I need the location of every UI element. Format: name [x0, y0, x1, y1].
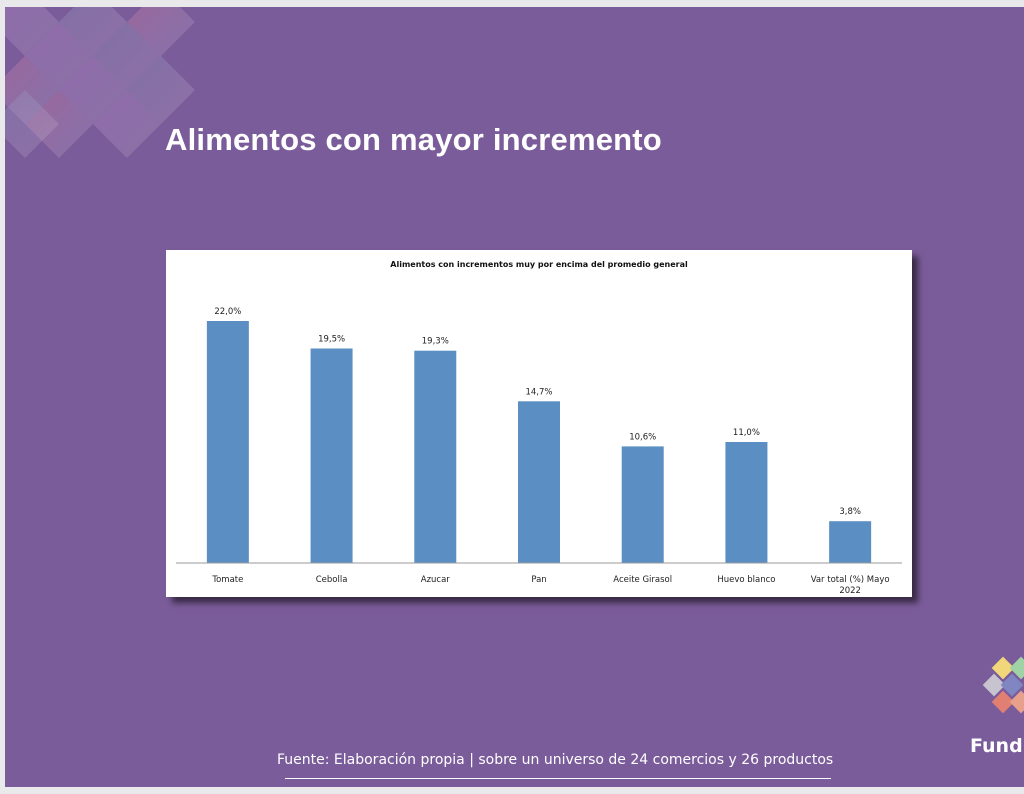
data-label: 10,6%	[629, 432, 656, 442]
source-footer: Fuente: Elaboración propia | sobre un un…	[277, 752, 834, 768]
x-tick-label: Tomate	[211, 575, 243, 585]
bar	[725, 442, 768, 563]
footer-divider	[285, 778, 831, 779]
data-label: 3,8%	[839, 507, 861, 517]
bar	[414, 350, 457, 563]
bar	[518, 401, 560, 563]
bar	[829, 521, 872, 563]
x-tick-label: Pan	[531, 575, 546, 585]
chart-title: Alimentos con incrementos muy por encima…	[390, 260, 688, 269]
page-title: Alimentos con mayor incremento	[165, 122, 662, 157]
x-tick-label: Huevo blanco	[717, 575, 775, 585]
data-label: 11,0%	[733, 428, 760, 438]
x-tick-label: 2022	[839, 586, 861, 596]
x-tick-label: Aceite Girasol	[613, 575, 672, 585]
x-tick-label: Cebolla	[316, 575, 348, 585]
chart-card: Alimentos con incrementos muy por encima…	[166, 250, 912, 597]
x-tick-label: Azucar	[421, 575, 451, 585]
data-label: 19,5%	[318, 335, 345, 345]
bar-chart: 22,0% Tomate 19,5% Cebolla 19,3% Azucar 14,7% P…	[176, 307, 902, 596]
data-label: 22,0%	[214, 307, 241, 317]
x-tick-label: Var total (%) Mayo	[811, 575, 890, 585]
slide: Alimentos con mayor incremento Alimentos…	[5, 7, 1024, 787]
logo-text: Fundl	[970, 735, 1024, 757]
bar	[206, 321, 249, 563]
logo-icon	[982, 656, 1024, 714]
data-label: 14,7%	[525, 387, 552, 397]
data-label: 19,3%	[422, 337, 449, 347]
bar	[621, 446, 664, 563]
bar	[310, 348, 353, 563]
